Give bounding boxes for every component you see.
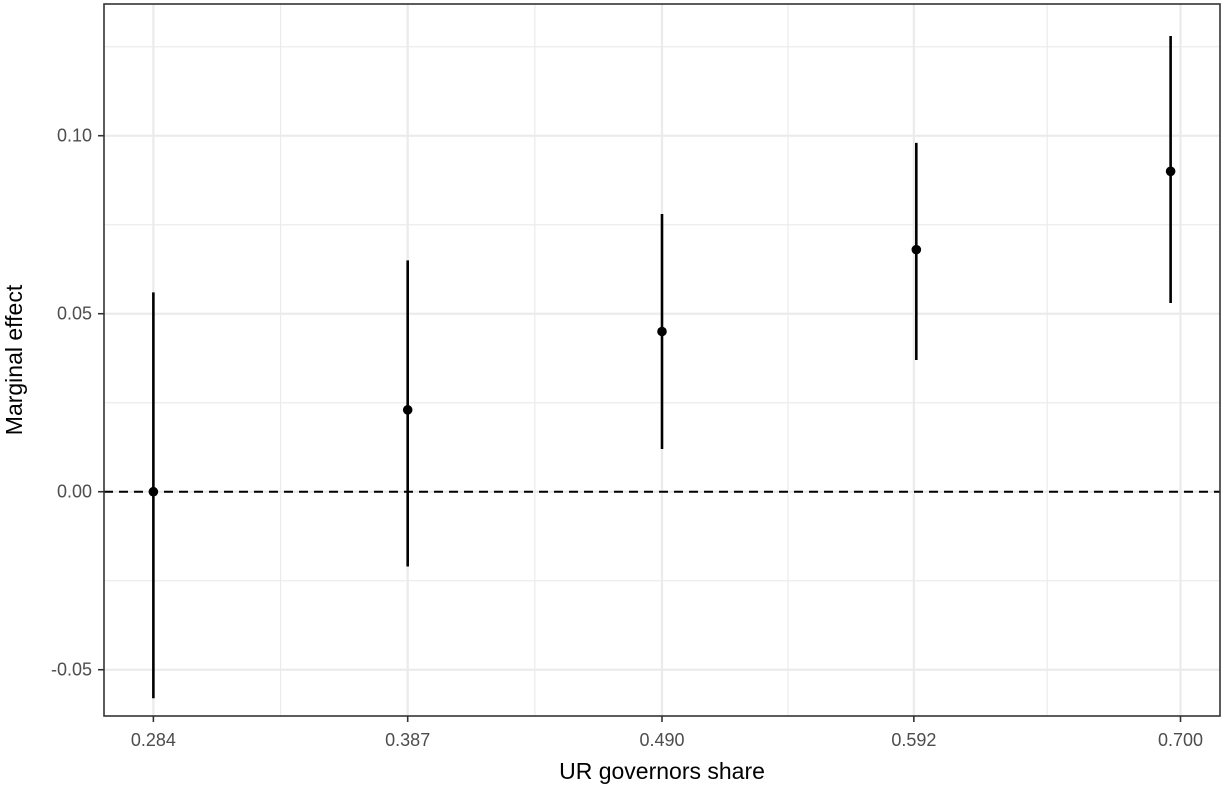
data-points [148, 166, 1176, 497]
data-point [1165, 166, 1176, 177]
x-tick-label: 0.490 [639, 730, 684, 750]
y-tick-label: 0.10 [57, 126, 92, 146]
y-tick-label: 0.00 [57, 482, 92, 502]
data-point [148, 486, 159, 497]
data-point [402, 405, 413, 415]
x-axis-ticks: 0.284 0.387 0.490 0.592 0.700 [131, 716, 1203, 750]
x-tick-label: 0.592 [891, 730, 936, 750]
y-axis-title: Marginal effect [1, 284, 27, 435]
x-tick-label: 0.284 [131, 730, 176, 750]
y-tick-label: 0.05 [57, 304, 92, 324]
x-tick-label: 0.387 [385, 730, 430, 750]
data-point [911, 244, 922, 255]
x-tick-label: 0.700 [1158, 730, 1203, 750]
y-axis-ticks: -0.05 0.00 0.05 0.10 [51, 126, 104, 680]
y-tick-label: -0.05 [51, 660, 92, 680]
x-axis-title: UR governors share [559, 758, 765, 784]
data-point [657, 326, 667, 337]
